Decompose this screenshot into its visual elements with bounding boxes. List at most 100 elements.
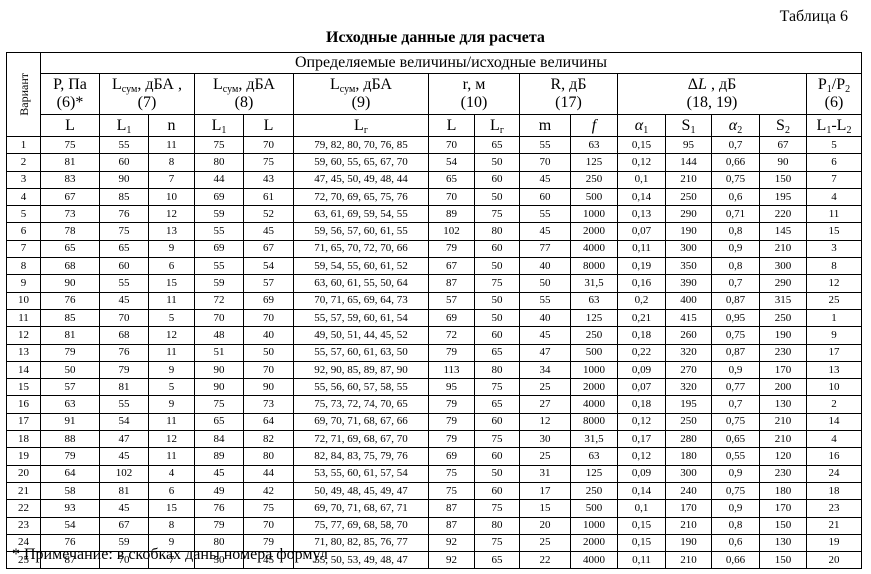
table-cell: 0,77 [711, 378, 760, 397]
table-cell: 0,9 [711, 464, 760, 483]
group-header: Определяемые величины/исходные величины [40, 52, 862, 74]
table-cell: 50 [474, 153, 520, 172]
table-cell: 65 [474, 395, 520, 414]
table-cell: 89 [194, 447, 244, 466]
table-cell: 65 [474, 135, 520, 155]
table-cell: 59, 54, 55, 60, 61, 52 [293, 257, 429, 276]
table-cell: 0,09 [617, 464, 666, 483]
table-cell: 55 [519, 205, 571, 224]
table-cell: 125 [570, 464, 618, 483]
table-cell: 4 [806, 187, 862, 207]
table-cell: 0,09 [617, 360, 666, 380]
table-cell: 45 [519, 170, 571, 189]
table-cell: 50 [40, 360, 100, 380]
table-cell: 81 [40, 326, 100, 345]
table-cell: 30 [519, 430, 571, 449]
table-cell: 145 [759, 222, 807, 241]
table-cell: 11 [148, 447, 195, 466]
table-cell: 81 [40, 153, 100, 172]
table-cell: 80 [474, 516, 520, 535]
table-cell: 59, 60, 55, 65, 67, 70 [293, 153, 429, 172]
table-cell: 72 [428, 326, 475, 345]
table-cell: 8000 [570, 412, 618, 432]
table-cell: 79 [428, 430, 475, 449]
variant-cell: 3 [6, 170, 41, 189]
table-cell: 60 [99, 257, 149, 276]
table-cell: 415 [665, 308, 712, 328]
table-cell: 79 [428, 395, 475, 414]
table-cell: 72, 70, 69, 65, 75, 76 [293, 187, 429, 207]
sub-header-L: L [40, 114, 100, 137]
table-cell: 31,5 [570, 274, 618, 293]
table-cell: 11 [148, 412, 195, 432]
table-cell: 55 [519, 291, 571, 310]
table-cell: 40 [243, 326, 294, 345]
variant-header: Вариант [6, 52, 41, 137]
table-cell: 49 [194, 481, 244, 501]
table-cell: 40 [519, 308, 571, 328]
table-cell: 50 [474, 257, 520, 276]
table-cell: 102 [99, 464, 149, 483]
table-cell: 2000 [570, 533, 618, 553]
table-cell: 65 [194, 412, 244, 432]
table-cell: 18 [806, 481, 862, 501]
table-cell: 0,16 [617, 274, 666, 293]
table-cell: 12 [806, 274, 862, 293]
footnote: * Примечание: в скобках даны номера форм… [12, 546, 328, 563]
table-cell: 315 [759, 291, 807, 310]
variant-cell: 17 [6, 412, 41, 432]
table-cell: 180 [759, 481, 807, 501]
table-cell: 54 [40, 516, 100, 535]
table-cell: 250 [665, 412, 712, 432]
table-cell: 150 [759, 170, 807, 189]
table-cell: 75 [474, 205, 520, 224]
table-cell: 0,12 [617, 153, 666, 172]
table-cell: 300 [665, 239, 712, 259]
table-cell: 170 [665, 499, 712, 518]
table-cell: 75 [474, 499, 520, 518]
table-cell: 0,17 [617, 430, 666, 449]
table-cell: 60 [474, 239, 520, 259]
table-cell: 19 [806, 533, 862, 553]
table-cell: 0,1 [617, 170, 666, 189]
table-cell: 70 [243, 360, 294, 380]
table-row: 10 76 45 11 72 69 70, 71, 65, 69, 64, 73 57 50 55… [6, 291, 862, 310]
table-cell: 12 [519, 412, 571, 432]
table-cell: 0,8 [711, 222, 760, 241]
table-cell: 9 [148, 239, 195, 259]
variant-cell: 21 [6, 481, 41, 501]
table-cell: 7 [806, 170, 862, 189]
table-cell: 75 [243, 499, 294, 518]
table-cell: 230 [759, 464, 807, 483]
table-cell: 20 [519, 516, 571, 535]
table-cell: 83 [40, 170, 100, 189]
table-cell: 49, 50, 51, 44, 45, 52 [293, 326, 429, 345]
table-cell: 54 [243, 257, 294, 276]
table-cell: 0,8 [711, 257, 760, 276]
table-cell: 25 [519, 447, 571, 466]
table-cell: 6 [806, 153, 862, 172]
table-cell: 0,9 [711, 499, 760, 518]
table-cell: 60 [474, 170, 520, 189]
sub-header-n: n [148, 114, 195, 137]
table-cell: 0,18 [617, 326, 666, 345]
table-cell: 90 [99, 170, 149, 189]
table-cell: 0,11 [617, 239, 666, 259]
table-cell: 8000 [570, 257, 618, 276]
table-cell: 76 [99, 205, 149, 224]
col-header-lsum-7: Lсум, дБА , (7) [99, 73, 195, 115]
table-cell: 51 [194, 343, 244, 362]
table-cell: 50 [519, 274, 571, 293]
table-cell: 80 [474, 222, 520, 241]
variant-cell: 5 [6, 205, 41, 224]
table-body: 1 75 55 11 75 70 79, 82, 80, 70, 76, 85 70 65 55 6… [6, 135, 862, 570]
col-header-lsum-9: Lсум, дБА (9) [293, 73, 429, 115]
table-cell: 17 [519, 481, 571, 501]
table-cell: 67 [40, 187, 100, 207]
table-cell: 8 [148, 516, 195, 535]
table-cell: 0,75 [711, 412, 760, 432]
table-cell: 34 [519, 360, 571, 380]
table-row: 24 76 59 9 80 79 71, 80, 82, 85, 76, 77 92 75 25 2… [6, 533, 862, 553]
table-cell: 170 [759, 499, 807, 518]
table-cell: 260 [665, 326, 712, 345]
